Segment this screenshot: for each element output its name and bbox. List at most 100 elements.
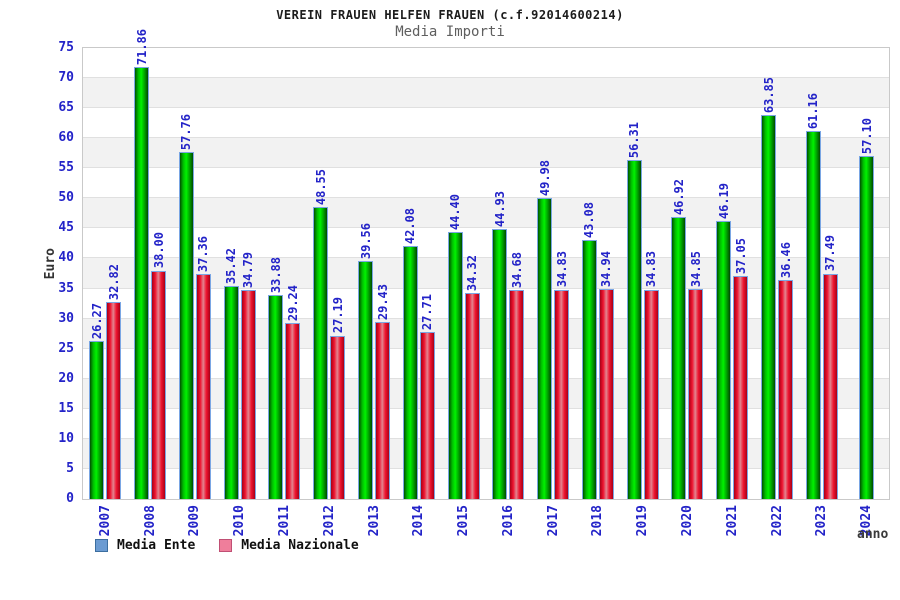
bar-value-label: 27.71 xyxy=(420,294,435,331)
bar-value-label: 46.19 xyxy=(716,183,731,220)
bar-value-label: 49.98 xyxy=(537,160,552,197)
bar-value-label: 34.83 xyxy=(554,251,569,288)
bar-media-ente: 44.40 xyxy=(447,194,463,499)
x-tick-label: 2021 xyxy=(724,505,740,537)
bar-value-label: 43.08 xyxy=(582,201,597,238)
bar-media-nazionale: 38.00 xyxy=(151,232,167,499)
plot-band xyxy=(83,78,889,109)
y-tick-label: 50 xyxy=(58,190,74,206)
y-axis-title: Euro xyxy=(43,248,58,280)
chart-subtitle: Media Importi xyxy=(395,24,505,40)
x-tick-label: 2023 xyxy=(814,505,830,537)
bar-value-label: 37.49 xyxy=(823,235,838,272)
bar-group-2013: 39.56 29.43 xyxy=(352,48,397,499)
bar-value-label: 37.36 xyxy=(196,236,211,273)
bar-value-label: 34.85 xyxy=(688,251,703,288)
bar-value-label: 33.88 xyxy=(268,257,283,294)
bar-group-2018: 43.08 34.94 xyxy=(576,48,621,499)
bar-media-nazionale: 34.83 xyxy=(643,251,659,499)
y-tick-label: 40 xyxy=(58,250,74,266)
bar-media-nazionale: 34.32 xyxy=(464,255,480,499)
plot-band xyxy=(83,378,889,409)
x-tick-2019: 2019 xyxy=(620,505,665,536)
y-tick-label: 30 xyxy=(58,310,74,326)
plot-area: 26.27 32.82 71.86 38.00 57.76 37.36 35.42 34.79… xyxy=(82,29,890,500)
x-tick-label: 2022 xyxy=(769,505,785,537)
bar-group-2014: 42.08 27.71 xyxy=(396,48,441,499)
y-tick-label: 65 xyxy=(58,100,74,116)
bar-media-ente: 46.19 xyxy=(716,183,732,499)
y-tick-label: 25 xyxy=(58,340,74,356)
gridline xyxy=(83,347,889,349)
y-tick-label: 45 xyxy=(58,220,74,236)
x-tick-label: 2020 xyxy=(679,505,695,537)
gridline xyxy=(83,197,889,199)
y-tick-label: 55 xyxy=(58,160,74,176)
bar-value-label: 34.79 xyxy=(241,251,256,288)
bar-group-2012: 48.55 27.19 xyxy=(307,48,352,499)
bar-group-2023: 61.16 37.49 xyxy=(799,48,844,499)
bar-media-nazionale: 29.24 xyxy=(285,285,301,499)
bar-media-nazionale: 34.68 xyxy=(509,252,525,499)
bar-value-label: 42.08 xyxy=(403,207,418,244)
x-tick-2009: 2009 xyxy=(173,505,218,536)
bar-group-2024: 57.10 xyxy=(844,48,889,499)
bar-media-nazionale: 27.19 xyxy=(330,297,346,499)
bar-value-label: 34.68 xyxy=(509,252,524,289)
gridline xyxy=(83,167,889,169)
bar-value-label: 35.42 xyxy=(224,247,239,285)
x-tick-label: 2011 xyxy=(276,505,292,537)
bar-media-ente: 57.10 xyxy=(859,118,875,499)
bar-media-ente: 42.08 xyxy=(402,208,418,499)
legend-item-media-nazionale: Media Nazionale xyxy=(219,538,359,553)
x-tick-label: 2018 xyxy=(590,505,606,537)
x-tick-label: 2013 xyxy=(366,505,382,537)
bar-value-label: 29.24 xyxy=(285,285,300,322)
plot-band xyxy=(83,258,889,289)
bar-group-2011: 33.88 29.24 xyxy=(262,48,307,499)
bar-value-label: 32.82 xyxy=(106,263,121,300)
y-tick-label: 35 xyxy=(58,280,74,296)
x-tick-label: 2012 xyxy=(321,505,337,537)
bar-group-2007: 26.27 32.82 xyxy=(83,48,128,499)
bar-media-nazionale: 34.83 xyxy=(554,251,570,499)
bar-media-nazionale: 37.36 xyxy=(195,236,211,499)
x-tick-label: 2019 xyxy=(635,505,651,537)
bar-value-label: 63.85 xyxy=(761,76,776,114)
x-tick-label: 2015 xyxy=(456,505,472,537)
gridline xyxy=(83,107,889,109)
bar-value-label: 34.32 xyxy=(465,254,480,291)
x-tick-2007: 2007 xyxy=(83,505,128,536)
bar-group-2009: 57.76 37.36 xyxy=(173,48,218,499)
bar-media-ente: 46.92 xyxy=(671,179,687,499)
y-tick-label: 15 xyxy=(58,400,74,416)
bar-media-ente: 39.56 xyxy=(358,223,374,499)
bar-media-ente: 63.85 xyxy=(761,77,777,499)
bar-media-nazionale: 32.82 xyxy=(106,264,122,499)
y-tick-label: 60 xyxy=(58,130,74,146)
gridline xyxy=(83,317,889,319)
x-tick-label: 2007 xyxy=(97,505,113,537)
x-tick-2014: 2014 xyxy=(396,505,441,536)
bar-value-label: 56.31 xyxy=(627,122,642,159)
legend-label-media-nazionale: Media Nazionale xyxy=(241,538,359,553)
x-tick-2021: 2021 xyxy=(710,505,755,536)
x-tick-2016: 2016 xyxy=(486,505,531,536)
bar-group-2019: 56.31 34.83 xyxy=(620,48,665,499)
bar-value-label: 34.83 xyxy=(644,251,659,288)
x-tick-label: 2016 xyxy=(500,505,516,537)
bar-value-label: 34.94 xyxy=(599,250,614,287)
bar-media-ente: 61.16 xyxy=(805,93,821,499)
bar-group-2020: 46.92 34.85 xyxy=(665,48,710,499)
x-tick-2011: 2011 xyxy=(262,505,307,536)
legend-item-media-ente: Media Ente xyxy=(95,538,195,553)
bar-media-ente: 57.76 xyxy=(178,114,194,499)
legend-label-media-ente: Media Ente xyxy=(117,538,196,553)
bar-value-label: 39.56 xyxy=(358,223,373,260)
gridline xyxy=(83,77,889,79)
bar-value-label: 44.93 xyxy=(492,190,507,227)
x-tick-2023: 2023 xyxy=(799,505,844,536)
bar-value-label: 36.46 xyxy=(778,241,793,278)
bar-media-ente: 33.88 xyxy=(268,257,284,499)
